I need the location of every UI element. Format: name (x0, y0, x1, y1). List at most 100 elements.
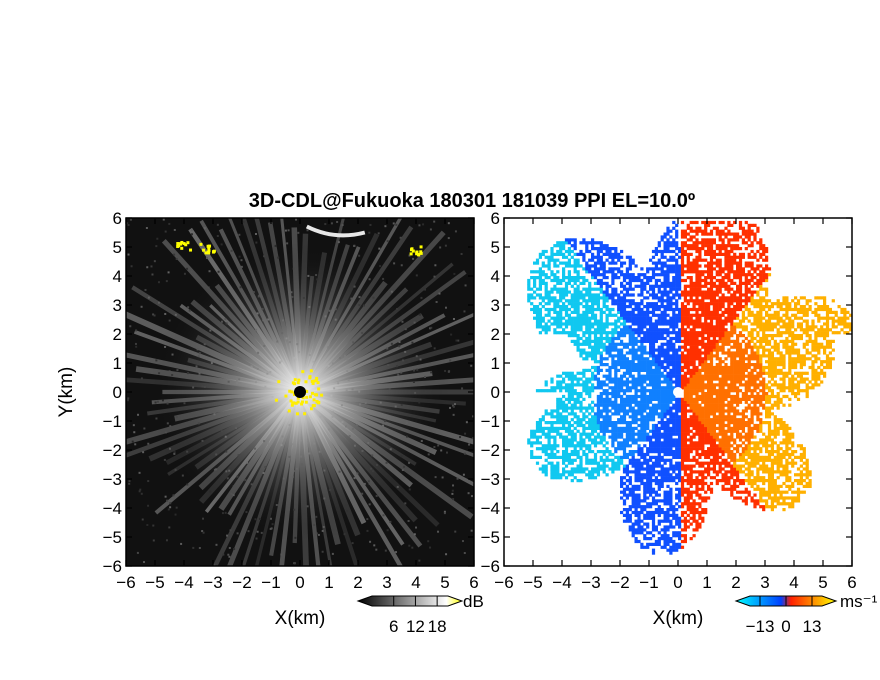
velocity-cell (675, 270, 679, 274)
velocity-cell (672, 365, 676, 370)
velocity-cell (553, 438, 557, 442)
velocity-cell (651, 548, 656, 552)
velocity-cell (715, 310, 719, 314)
velocity-cell (625, 464, 629, 468)
velocity-cell (593, 307, 598, 312)
velocity-cell (591, 386, 595, 390)
velocity-cell (637, 476, 641, 480)
velocity-cell (631, 334, 635, 338)
velocity-cell (622, 476, 627, 480)
velocity-cell (669, 394, 673, 399)
velocity-cell (651, 351, 656, 355)
velocity-cell (689, 496, 693, 500)
velocity-cell (617, 293, 621, 297)
velocity-cell (654, 479, 658, 483)
velocity-cell (556, 412, 560, 416)
velocity-cell (559, 247, 563, 251)
velocity-cell (672, 325, 676, 329)
velocity-cell (701, 383, 705, 387)
velocity-cell (718, 235, 722, 239)
velocity-cell (666, 548, 670, 552)
velocity-cell (596, 397, 600, 401)
velocity-cell (622, 452, 627, 457)
velocity-cell (617, 403, 621, 407)
velocity-cell (695, 423, 699, 428)
snr-noise (451, 492, 454, 495)
velocity-cell (698, 278, 702, 283)
velocity-cell (562, 241, 566, 245)
velocity-cell (692, 357, 696, 361)
velocity-cell (631, 470, 635, 474)
velocity-cell (567, 316, 571, 320)
velocity-cell (675, 348, 679, 352)
velocity-cell (718, 348, 722, 352)
velocity-cell (620, 421, 624, 425)
velocity-cell (593, 270, 598, 274)
snr-noise (422, 223, 425, 226)
velocity-cell (576, 371, 580, 375)
velocity-cell (646, 447, 650, 451)
snr-near-pixel (315, 376, 319, 380)
velocity-cell (614, 255, 618, 259)
velocity-cell (553, 261, 557, 265)
velocity-cell (527, 441, 531, 445)
velocity-cell (678, 278, 682, 283)
velocity-cell (715, 348, 719, 352)
velocity-cell (631, 461, 635, 465)
velocity-cell (672, 270, 676, 274)
velocity-cell (721, 447, 725, 451)
velocity-cell (686, 499, 690, 503)
velocity-cell (567, 392, 571, 396)
velocity-cell (680, 235, 685, 239)
velocity-cell (672, 394, 676, 399)
velocity-cell (701, 432, 705, 436)
velocity-cell (570, 264, 574, 268)
velocity-cell (698, 510, 702, 515)
velocity-cell (721, 476, 725, 480)
velocity-cell (596, 258, 600, 262)
velocity-cell (707, 247, 711, 251)
velocity-cell (672, 525, 676, 529)
velocity-cell (625, 267, 629, 271)
velocity-cell (599, 249, 603, 254)
velocity-cell (701, 406, 705, 410)
velocity-cell (721, 418, 725, 422)
velocity-cell (686, 238, 690, 242)
velocity-cell (562, 255, 566, 259)
velocity-cell (654, 267, 658, 271)
velocity-cell (593, 302, 598, 306)
velocity-cell (657, 386, 661, 390)
snr-noise (190, 233, 193, 236)
velocity-cell (715, 415, 719, 419)
velocity-cell (666, 322, 670, 326)
snr-noise (330, 222, 333, 225)
velocity-cell (692, 432, 696, 436)
snr-noise (129, 325, 132, 328)
velocity-cell (660, 418, 664, 422)
velocity-cell (686, 458, 690, 462)
velocity-cell (628, 516, 632, 520)
velocity-cell (695, 348, 699, 352)
velocity-cell (637, 496, 641, 500)
velocity-cell (573, 244, 577, 248)
velocity-cell (651, 374, 656, 378)
snr-noise (152, 539, 155, 542)
velocity-cell (576, 325, 580, 329)
y-tick-label: 5 (113, 238, 122, 257)
velocity-cell (689, 421, 693, 425)
velocity-cell (541, 273, 545, 277)
velocity-cell (605, 258, 609, 262)
snr-noise (153, 314, 156, 317)
velocity-cell (620, 261, 624, 265)
velocity-cell (547, 267, 551, 271)
velocity-cell (709, 386, 714, 390)
velocity-cell (663, 470, 667, 474)
velocity-cell (628, 336, 632, 341)
velocity-cell (675, 322, 679, 326)
velocity-cell (646, 452, 650, 457)
velocity-cell (666, 354, 670, 358)
velocity-cell (686, 325, 690, 329)
velocity-cell (680, 302, 685, 306)
velocity-cell (649, 287, 653, 291)
velocity-cell (663, 299, 667, 303)
